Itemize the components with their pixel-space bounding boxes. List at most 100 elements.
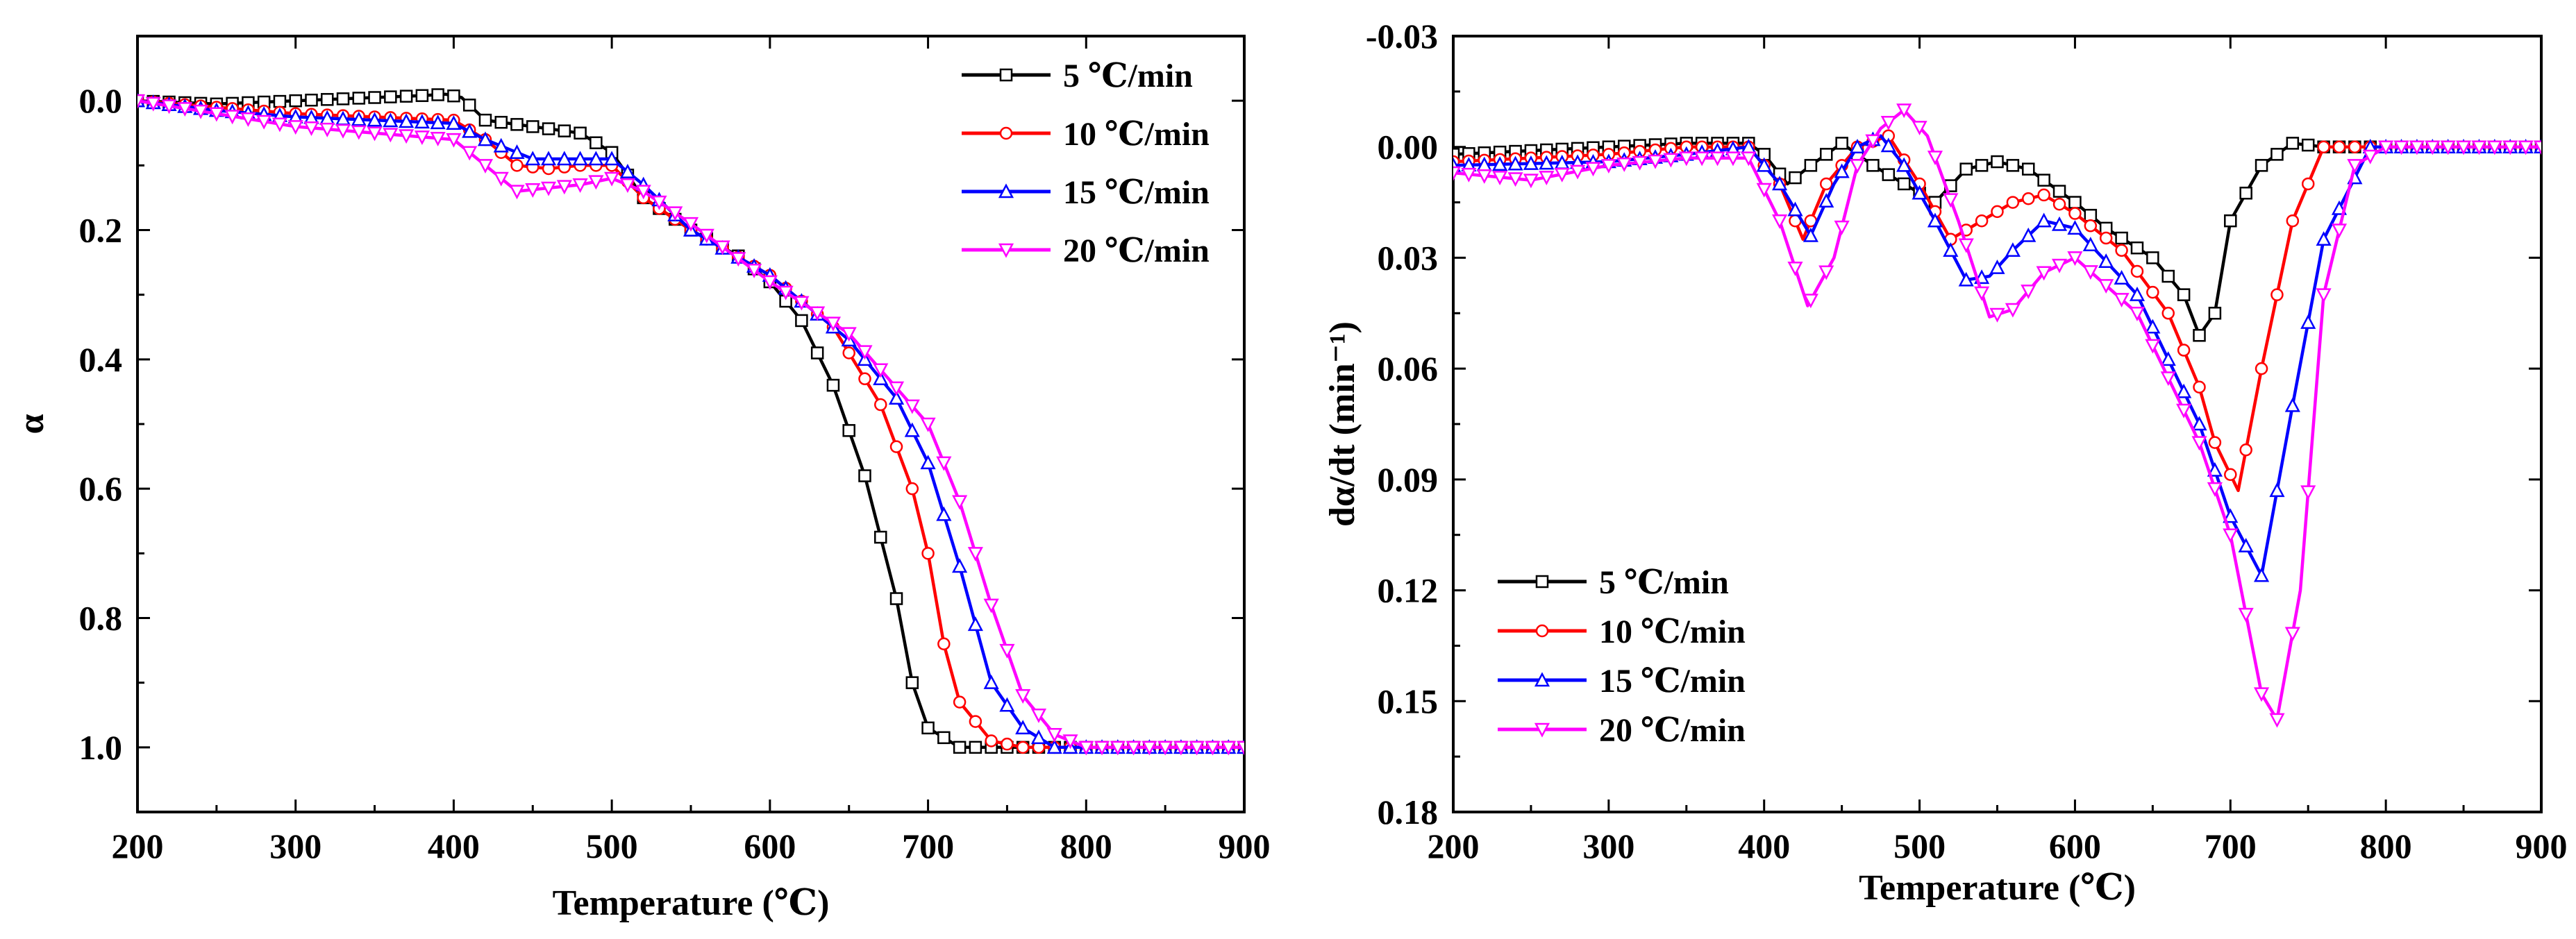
data-point [985,734,998,747]
data-point [509,144,525,159]
legend-label: 20 ℃/min [1063,232,1210,269]
data-point [1896,157,1912,172]
data-point [2145,319,2161,334]
data-point [1865,134,1881,149]
y-tick-label: -0.03 [1366,17,1438,56]
data-point [2022,192,2035,205]
data-point [810,306,826,321]
data-point [2224,468,2237,482]
legend: 5 ℃/min 10 ℃/min 15 ℃/min 20 ℃/min [962,58,1210,269]
data-point [2224,214,2237,228]
legend-marker [1534,722,1550,738]
data-point [2037,188,2050,202]
data-point [1818,193,1834,208]
data-point [2130,241,2144,255]
y-tick-label: 0.2 [79,211,123,250]
data-point [351,125,367,140]
data-point [921,721,935,735]
data-point [383,112,399,128]
data-point [240,112,256,127]
legend-label: 5 ℃/min [1599,564,1729,601]
data-point [1539,155,1555,170]
data-point [1016,741,1030,754]
y-tick-label: 0.06 [1378,349,1439,388]
legend: 5 ℃/min 10 ℃/min 15 ℃/min 20 ℃/min [1498,564,1746,749]
data-point [1046,727,1062,743]
data-point [2332,140,2346,153]
data-point [2269,713,2285,728]
data-point [321,93,334,106]
data-point [1492,156,1508,171]
data-point [952,558,968,573]
data-point [1236,741,1244,756]
data-point [572,151,588,166]
data-point [1046,739,1062,754]
y-tick-label: 1.0 [79,728,123,767]
data-point [1523,155,1539,170]
data-point [540,181,557,196]
data-point [542,122,555,135]
data-point [1570,164,1586,180]
data-point [526,120,540,133]
y-tick-label: 0.8 [79,599,123,638]
data-point [936,506,952,521]
data-point [1663,153,1679,168]
data-point [2084,219,2098,232]
data-point [208,107,224,122]
data-point [303,121,319,136]
data-point [905,482,919,496]
data-point [1834,163,1850,178]
data-point [1001,737,1014,751]
data-point [2300,314,2316,329]
series-4 [137,94,1244,756]
data-point [1756,183,1772,198]
data-point [969,741,982,754]
data-point [1678,151,1694,167]
data-point [1507,172,1523,187]
data-point [2021,227,2036,242]
data-point [999,697,1015,712]
data-point [271,117,288,133]
data-point [588,151,604,166]
data-point [477,159,494,174]
data-point [1912,121,1927,135]
x-tick-label: 500 [586,827,638,865]
data-point [446,115,462,130]
data-point [730,252,746,267]
data-point [604,151,620,166]
data-point [794,296,810,311]
data-point [256,115,272,130]
data-point [746,264,762,278]
data-point [177,102,193,117]
data-point [2239,187,2252,200]
legend-marker [1535,624,1549,638]
data-point [2316,288,2332,303]
data-point [969,715,982,728]
data-point [2067,220,2083,235]
data-point [1866,159,1880,172]
data-point [2114,270,2130,285]
legend-marker [1535,575,1549,589]
data-point [2084,208,2098,222]
data-point [2270,148,2284,161]
data-point [1989,307,2005,323]
data-point [462,99,476,112]
data-point [1959,162,1973,176]
data-point [841,327,857,342]
data-point [1897,177,1911,191]
x-tick-label: 600 [2049,827,2101,865]
data-point [683,217,699,232]
x-tick-label: 400 [1738,827,1790,865]
data-point [873,363,889,378]
data-point [858,469,871,482]
data-point [478,113,492,127]
data-point [1991,155,2004,169]
data-point [2471,140,2487,155]
data-point [525,151,541,166]
data-point [2036,266,2052,281]
data-point [2052,197,2066,211]
data-point [368,91,381,104]
data-point [137,94,146,109]
data-point [2238,607,2254,623]
y-tick-label: 0.18 [1378,793,1439,831]
